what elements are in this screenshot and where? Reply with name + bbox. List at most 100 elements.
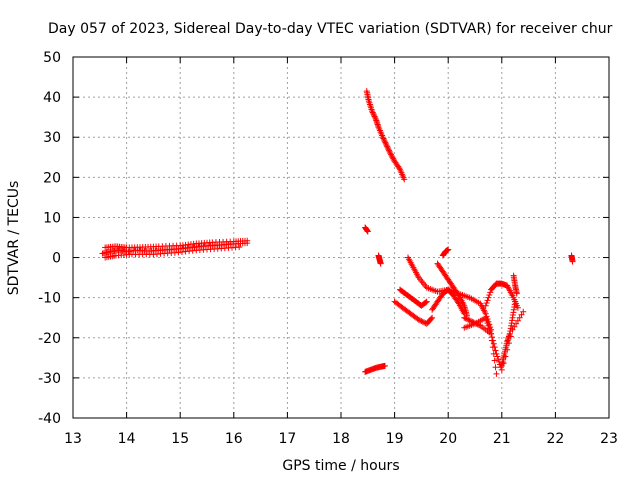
data-point (493, 370, 500, 377)
chart-title: Day 057 of 2023, Sidereal Day-to-day VTE… (48, 21, 613, 37)
data-point (244, 237, 251, 244)
data-point (386, 147, 393, 154)
data-point (401, 176, 408, 183)
data-point (487, 289, 494, 296)
data-point (377, 260, 384, 267)
data-point (383, 142, 390, 149)
data-point (236, 244, 243, 251)
data-point (445, 246, 452, 253)
data-point (483, 317, 490, 324)
data-point (381, 362, 388, 369)
data-point (381, 136, 388, 143)
data-point (372, 114, 379, 121)
y-tick-label: -40 (38, 411, 61, 427)
data-point (569, 258, 576, 265)
x-tick-label: 23 (600, 431, 618, 447)
x-tick-label: 20 (439, 431, 457, 447)
x-tick-label: 16 (225, 431, 243, 447)
data-point (490, 340, 497, 347)
data-point (512, 298, 519, 305)
data-point (389, 154, 396, 161)
gridlines (73, 57, 609, 418)
data-point (370, 112, 377, 119)
data-point (486, 325, 493, 332)
data-point (511, 323, 518, 330)
data-point (486, 291, 493, 298)
data-point (482, 314, 489, 321)
data-point (485, 294, 492, 301)
y-tick-label: 30 (43, 130, 61, 146)
x-tick-label: 21 (493, 431, 511, 447)
data-point (495, 356, 502, 363)
x-tick-label: 22 (546, 431, 564, 447)
data-point (513, 290, 520, 297)
data-point (494, 353, 501, 360)
x-tick-label: 15 (171, 431, 189, 447)
data-points (99, 88, 576, 377)
data-point (488, 330, 495, 337)
data-point (492, 364, 499, 371)
data-point (369, 108, 376, 115)
axis-ticks: 13 14 15 16 17 18 19 20 21 22 23 -40 -30 -20 -10 0 10 20 3… (38, 50, 618, 447)
y-tick-label: -20 (38, 331, 61, 347)
data-point (369, 109, 376, 116)
data-point (429, 314, 436, 321)
data-point (388, 151, 395, 158)
data-point (371, 113, 378, 120)
data-point (484, 320, 491, 327)
x-tick-label: 13 (64, 431, 82, 447)
x-tick-label: 14 (118, 431, 136, 447)
data-point (415, 316, 422, 323)
data-point (455, 291, 462, 298)
data-point (386, 148, 393, 155)
data-point (516, 314, 523, 321)
data-point (492, 347, 499, 354)
data-point (514, 317, 521, 324)
data-point (390, 155, 397, 162)
data-point (379, 134, 386, 141)
x-tick-label: 19 (386, 431, 404, 447)
data-point (422, 299, 429, 306)
data-point (483, 300, 490, 307)
y-tick-label: 50 (43, 50, 61, 66)
data-point (388, 152, 395, 159)
data-point (520, 308, 527, 315)
y-tick-label: 0 (52, 251, 61, 267)
data-point (465, 316, 472, 323)
x-tick-label: 17 (278, 431, 296, 447)
y-axis-label: SDTVAR / TECUs (6, 181, 22, 296)
data-point (466, 317, 473, 324)
data-point (484, 297, 491, 304)
data-point (382, 140, 389, 147)
y-tick-label: 20 (43, 170, 61, 186)
data-point (462, 315, 469, 322)
data-point (497, 364, 504, 371)
data-point (384, 144, 391, 151)
data-point (488, 337, 495, 344)
data-point (490, 350, 497, 357)
data-point (423, 298, 430, 305)
data-point (463, 312, 470, 319)
y-tick-label: 40 (43, 90, 61, 106)
data-point (387, 150, 394, 157)
y-tick-label: 10 (43, 210, 61, 226)
data-point (518, 311, 525, 318)
data-point (385, 146, 392, 153)
data-point (428, 315, 435, 322)
x-axis-label: GPS time / hours (282, 458, 399, 474)
data-point (485, 322, 492, 329)
data-point (513, 320, 520, 327)
y-tick-label: -10 (38, 291, 61, 307)
data-point (491, 357, 498, 364)
data-point (489, 344, 496, 351)
data-point (381, 138, 388, 145)
data-point (418, 318, 425, 325)
data-point (514, 304, 521, 311)
data-point (487, 328, 494, 335)
data-point (384, 143, 391, 150)
data-point (370, 110, 377, 117)
data-point (396, 164, 403, 171)
data-point (380, 135, 387, 142)
data-point (482, 302, 489, 309)
